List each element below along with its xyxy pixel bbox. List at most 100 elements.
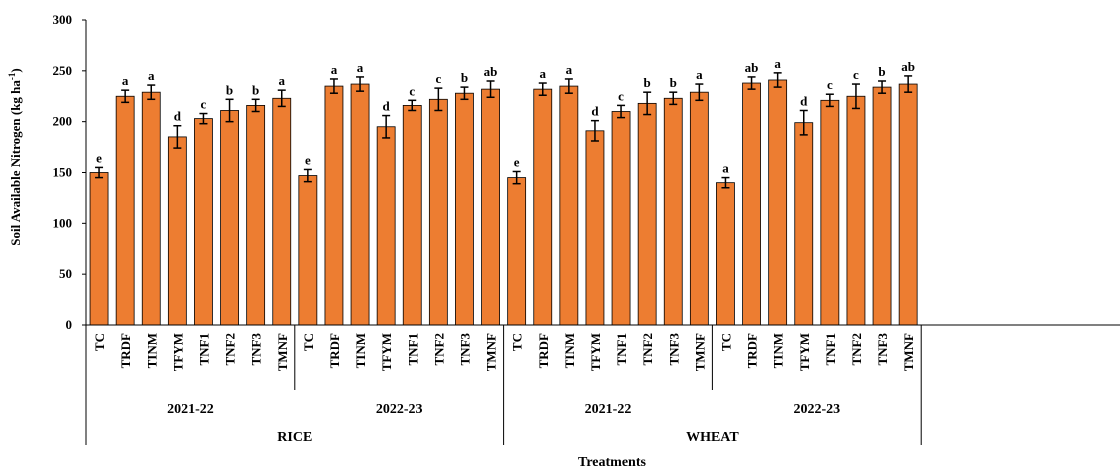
category-label: TFYM — [170, 333, 185, 371]
bar — [611, 111, 631, 326]
bar — [298, 175, 318, 326]
category-label: TNF1 — [196, 333, 211, 366]
y-tick-label: 150 — [53, 165, 73, 180]
category-label: TINM — [353, 333, 368, 368]
y-axis-label-text: Soil Available Nitrogen (kg ha — [8, 80, 23, 246]
bar — [846, 95, 866, 326]
significance-letter: a — [357, 60, 364, 75]
x-axis: TC TRDF TINM TFYM TNF1 TNF2 TNF3 TMNF 2021-22 TC T… — [85, 324, 1120, 445]
category-label: TRDF — [536, 333, 551, 368]
category-label: TRDF — [745, 333, 760, 368]
significance-letter: a — [696, 67, 703, 82]
significance-letter: b — [670, 75, 677, 90]
year-group-label: 2021-22 — [585, 402, 632, 417]
crop-group-label: WHEAT — [686, 430, 739, 445]
bar — [115, 95, 135, 326]
significance-letter: a — [148, 68, 155, 83]
significance-letter: d — [174, 109, 182, 124]
bar — [376, 126, 396, 326]
category-label: TFYM — [797, 333, 812, 371]
category-label: TRDF — [118, 333, 133, 368]
category-label: TNF2 — [849, 333, 864, 366]
bar — [324, 85, 344, 326]
significance-letter: a — [122, 73, 129, 88]
significance-letter: a — [774, 56, 781, 71]
bar — [637, 102, 657, 326]
year-group-label: 2021-22 — [167, 402, 214, 417]
significance-letter: ab — [745, 60, 759, 75]
y-axis-label: Soil Available Nitrogen (kg ha-1) — [7, 68, 23, 246]
category-label: TNF3 — [457, 333, 472, 366]
y-axis-label-superscript: -1 — [7, 72, 17, 80]
y-tick-label: 50 — [59, 266, 72, 281]
bar — [350, 83, 370, 326]
category-label: TC — [718, 333, 733, 351]
significance-letter: c — [853, 67, 859, 82]
category-label: TC — [301, 333, 316, 351]
category-label: TMNF — [484, 333, 499, 371]
year-group-label: 2022-23 — [793, 402, 840, 417]
significance-letter: ab — [484, 64, 498, 79]
significance-letter: b — [644, 75, 651, 90]
bar — [898, 83, 918, 326]
bar — [794, 122, 814, 326]
bar — [455, 92, 474, 326]
significance-letter: e — [305, 152, 311, 167]
significance-letter: c — [827, 77, 833, 92]
bar — [533, 88, 553, 326]
category-label: TNF1 — [405, 333, 420, 366]
category-label: TNF2 — [431, 333, 446, 366]
category-label: TFYM — [379, 333, 394, 371]
category-label: TNF1 — [823, 333, 838, 366]
category-label: TINM — [771, 333, 786, 368]
category-label: TFYM — [588, 333, 603, 371]
bar — [768, 79, 788, 326]
bar — [820, 99, 840, 326]
bar — [167, 136, 187, 326]
significance-letter: c — [618, 88, 624, 103]
bar — [428, 98, 448, 326]
significance-letter: b — [878, 64, 885, 79]
y-tick-label: 100 — [53, 215, 73, 230]
category-label: TMNF — [901, 333, 916, 371]
x-axis-label: Treatments — [578, 455, 646, 468]
y-tick-label: 300 — [53, 12, 73, 27]
bar — [220, 110, 239, 326]
significance-letter: e — [96, 150, 102, 165]
significance-letter: d — [800, 93, 808, 108]
bar — [663, 97, 683, 326]
significance-letter: b — [226, 82, 233, 97]
y-tick-label: 250 — [53, 63, 73, 78]
category-label: TNF2 — [223, 333, 238, 366]
significance-letter: d — [383, 99, 391, 114]
y-tick-label: 0 — [66, 317, 73, 332]
category-label: TNF3 — [249, 333, 264, 366]
bar — [559, 85, 579, 326]
category-label: TRDF — [327, 333, 342, 368]
category-label: TNF1 — [614, 333, 629, 366]
significance-letter: ab — [901, 59, 915, 74]
year-group-label: 2022-23 — [376, 402, 423, 417]
significance-letter: e — [514, 154, 520, 169]
category-label: TNF3 — [666, 333, 681, 366]
significance-letter: c — [435, 71, 441, 86]
bar — [246, 105, 266, 326]
crop-group-label: RICE — [277, 430, 312, 445]
category-label: TC — [510, 333, 525, 351]
bar — [272, 97, 292, 326]
significance-letter: c — [409, 83, 415, 98]
category-label: TNF3 — [875, 333, 890, 366]
bar — [716, 182, 735, 326]
significance-letter: c — [201, 97, 207, 112]
bar — [507, 177, 527, 326]
significance-letter: a — [540, 66, 547, 81]
bar — [402, 105, 422, 326]
category-label: TNF2 — [640, 333, 655, 366]
y-axis: 0 50 100 150 200 250 300 — [53, 12, 87, 332]
bar — [872, 86, 892, 326]
bar — [89, 172, 109, 326]
category-label: TMNF — [275, 333, 290, 371]
significance-letter: d — [591, 104, 599, 119]
